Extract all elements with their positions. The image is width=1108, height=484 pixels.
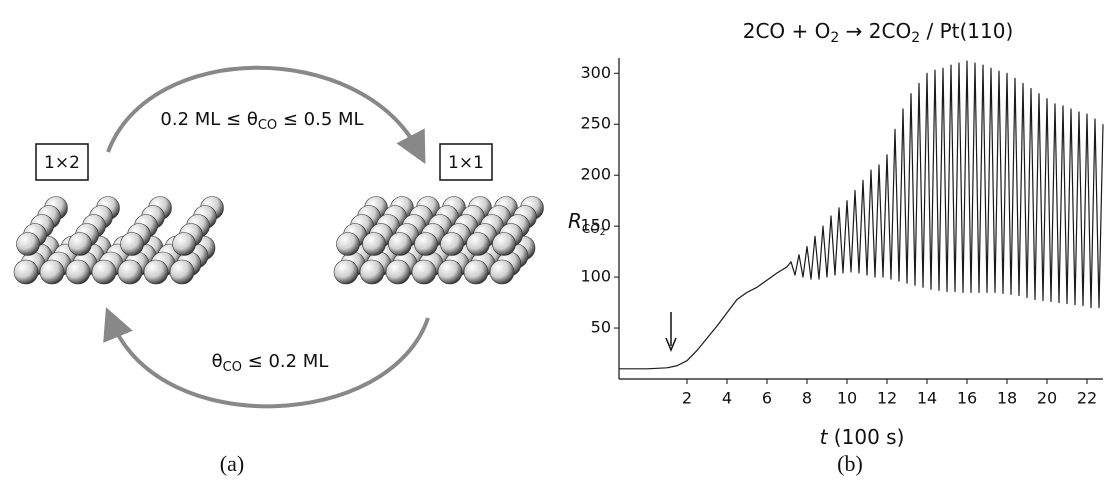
atom (363, 233, 386, 256)
atom (121, 233, 144, 256)
x-tick-label: 4 (722, 389, 732, 408)
atom (467, 233, 490, 256)
condition-label: 0.2 ML ≤ θCO ≤ 0.5 ML (160, 109, 363, 133)
atom (493, 233, 516, 256)
atom (389, 233, 412, 256)
x-tick-label: 8 (802, 389, 812, 408)
x-tick-label: 6 (762, 389, 772, 408)
atom (17, 233, 40, 256)
atom (490, 260, 514, 284)
y-tick-label: 250 (580, 114, 611, 133)
atom (415, 233, 438, 256)
text: (100 s) (827, 425, 904, 449)
atom (386, 260, 410, 284)
x-tick-label: 12 (877, 389, 897, 408)
atom (14, 260, 38, 284)
atom (69, 233, 92, 256)
atom (173, 233, 196, 256)
phase-label: 1×2 (44, 153, 80, 173)
subscript: CO (223, 360, 242, 375)
y-tick-label: 300 (580, 63, 611, 82)
x-axis-label: t (100 s) (820, 425, 905, 449)
atom (412, 260, 436, 284)
surface-models (14, 197, 544, 285)
x-tick-label: 14 (917, 389, 937, 408)
subscript: 2 (911, 30, 920, 46)
caption: (a) (220, 451, 244, 476)
x-tick-label: 10 (837, 389, 857, 408)
atom (40, 260, 64, 284)
y-tick-label: 100 (580, 267, 611, 286)
atom (66, 260, 90, 284)
subscript: CO (258, 118, 277, 133)
phase-label: 1×1 (448, 153, 484, 173)
text: ≤ 0.5 ML (277, 109, 363, 130)
atom (118, 260, 142, 284)
condition-label: θCO ≤ 0.2 ML (212, 351, 329, 375)
text: ≤ 0.2 ML (242, 351, 328, 372)
y-tick-label: 50 (591, 318, 611, 337)
atom (92, 260, 116, 284)
text: 2CO + O (743, 19, 831, 43)
text: → 2CO (839, 19, 911, 43)
x-tick-label: 18 (997, 389, 1017, 408)
plot: 50 100 150 200 250 300 2 4 6 8 10 12 14 16 18 20 22 (580, 58, 1103, 408)
text: 0.2 ML ≤ θ (160, 109, 257, 130)
text: / Pt(110) (920, 19, 1013, 43)
atom (441, 233, 464, 256)
cycle-arrow (108, 68, 418, 152)
x-tick-label: 22 (1077, 389, 1097, 408)
atom (438, 260, 462, 284)
atom (144, 260, 168, 284)
atom (464, 260, 488, 284)
atom (170, 260, 194, 284)
y-tick-label: 200 (580, 165, 611, 184)
atom (337, 233, 360, 256)
caption: (b) (837, 451, 863, 476)
figure: 1×2 1×1 0.2 ML ≤ θCO ≤ 0.5 ML θCO ≤ 0.2 … (0, 0, 1108, 484)
atom (334, 260, 358, 284)
data-line (619, 61, 1103, 369)
chart-title: 2CO + O2 → 2CO2 / Pt(110) (743, 19, 1014, 47)
text: θ (212, 351, 223, 372)
y-tick-label: 150 (580, 216, 611, 235)
x-tick-label: 2 (682, 389, 692, 408)
subscript: 2 (830, 30, 839, 46)
atom (360, 260, 384, 284)
x-tick-label: 20 (1037, 389, 1057, 408)
x-tick-label: 16 (957, 389, 977, 408)
